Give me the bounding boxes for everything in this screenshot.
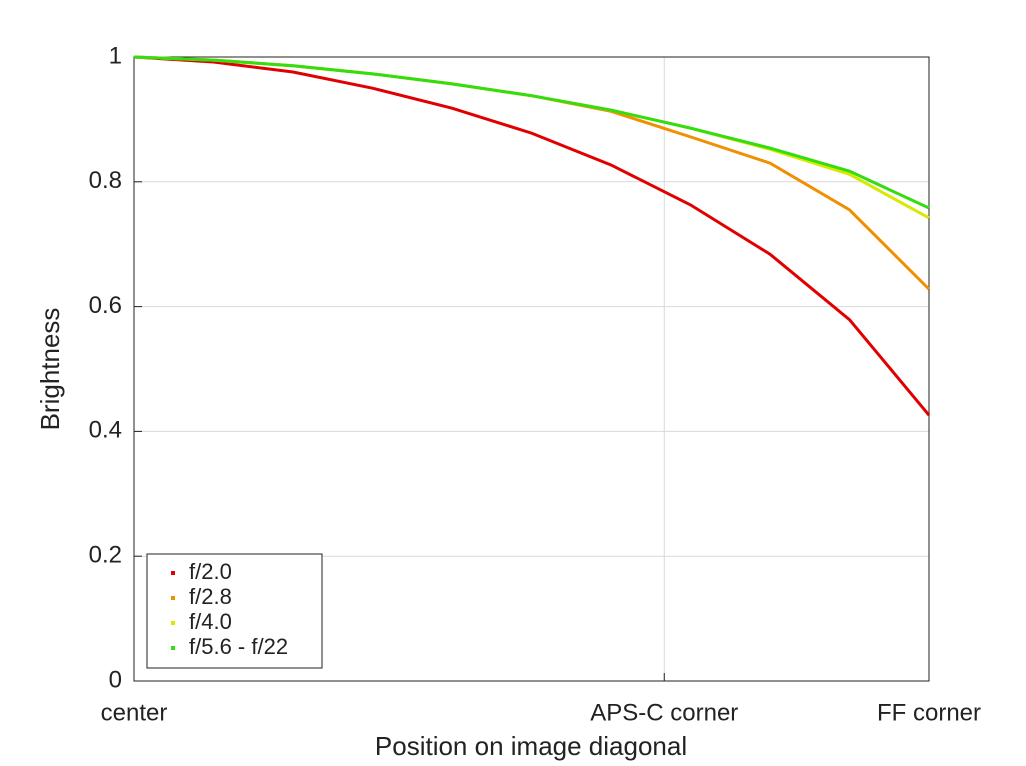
x-axis-label: Position on image diagonal	[375, 731, 687, 761]
x-tick-label: APS-C corner	[590, 699, 738, 726]
y-tick-label: 0.4	[89, 417, 122, 444]
series-line	[133, 55, 931, 417]
y-tick-label: 0.6	[89, 292, 122, 319]
x-tick-label: center	[101, 699, 168, 726]
y-tick-label: 0	[109, 666, 122, 693]
x-tick-label: FF corner	[877, 699, 981, 726]
legend-box	[146, 553, 323, 669]
legend-label: f/4.0	[189, 609, 232, 634]
series-line	[133, 55, 930, 210]
y-tick-label: 0.8	[89, 167, 122, 194]
legend-marker	[171, 596, 175, 600]
plot-frame	[133, 56, 930, 682]
legend-marker	[171, 571, 175, 575]
y-tick-label: 1	[109, 42, 122, 69]
legend-label: f/5.6 - f/22	[189, 634, 288, 659]
legend-marker	[171, 621, 175, 625]
legend-label: f/2.8	[189, 584, 232, 609]
legend-marker	[171, 646, 175, 650]
y-tick-label: 0.2	[89, 542, 122, 569]
y-axis-label: Brightness	[35, 308, 65, 431]
legend-label: f/2.0	[189, 559, 232, 584]
legend: f/2.0f/2.8f/4.0f/5.6 - f/22	[146, 553, 323, 669]
